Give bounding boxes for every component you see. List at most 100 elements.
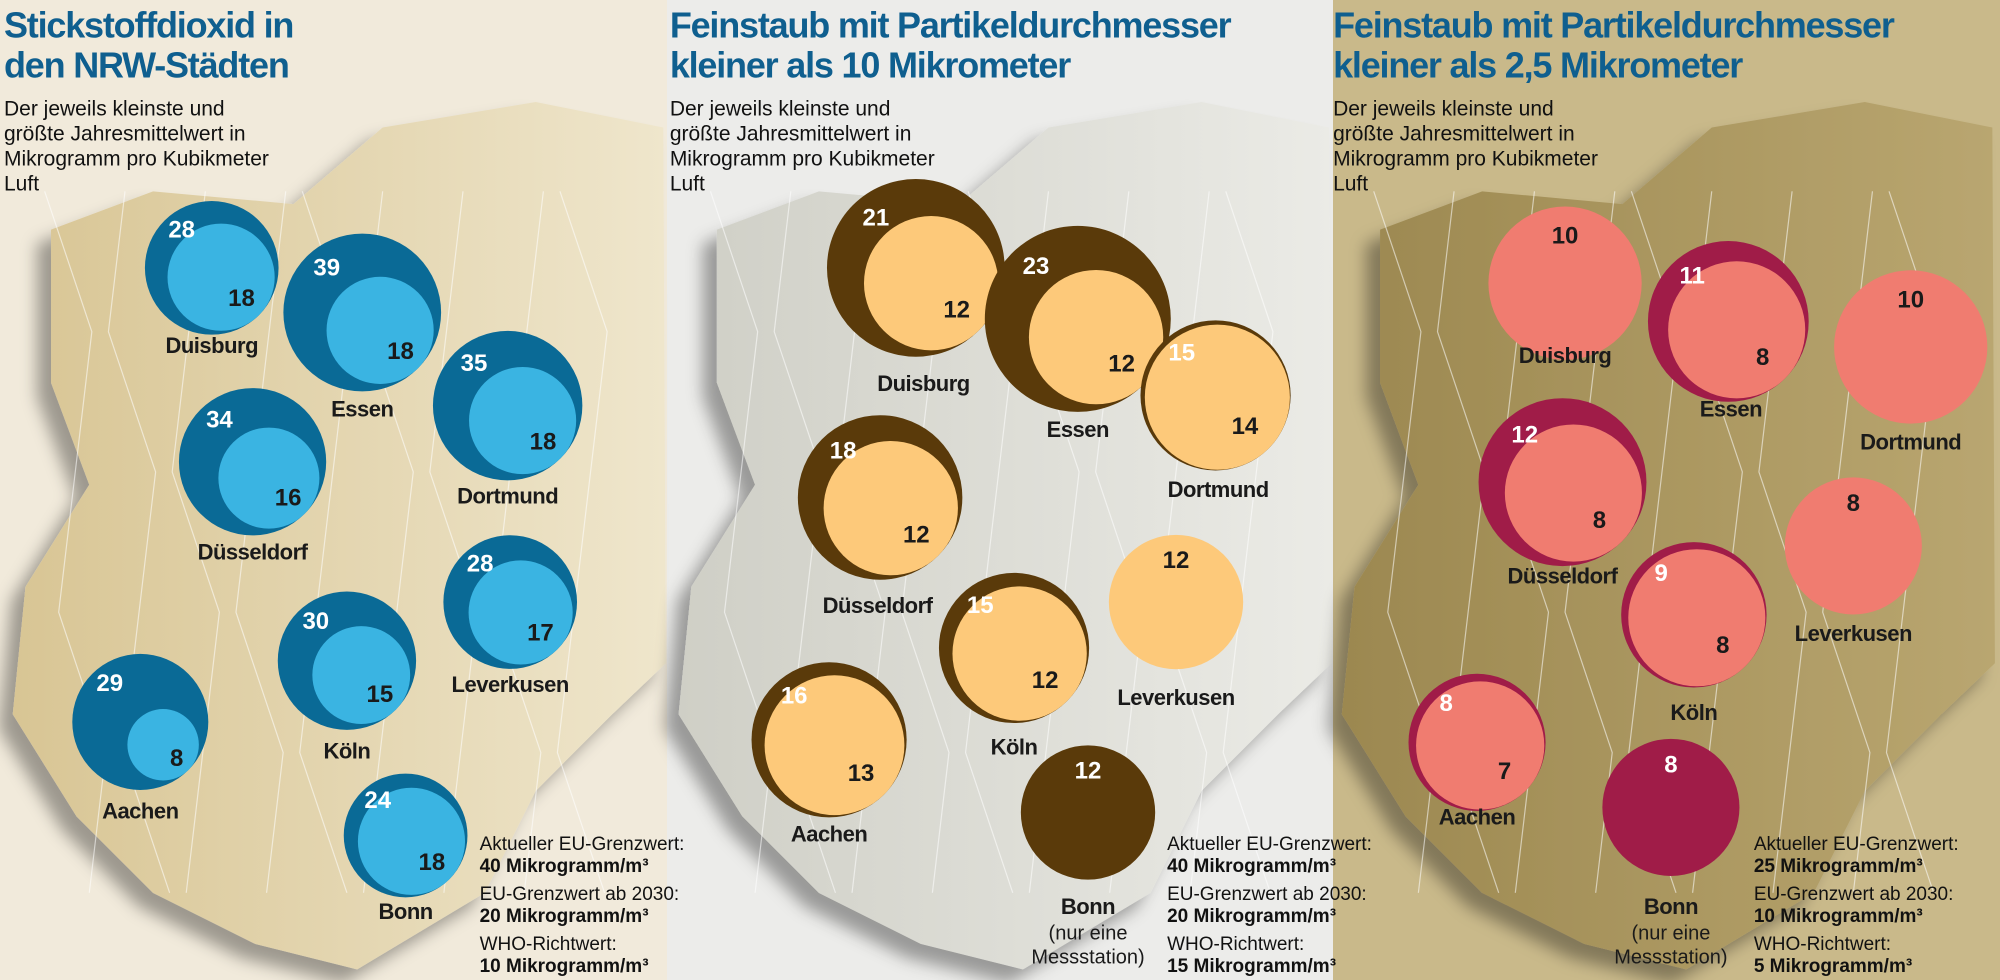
city-label: Dortmund [1860,430,1961,455]
bubble-min [1108,534,1244,670]
limit-value: 20 Mikrogramm/m³ [480,906,649,927]
panel-title: kleiner als 2,5 Mikrometer [1333,45,1743,86]
value-label-min: 12 [943,297,970,324]
bubble-min [1834,270,1988,424]
limit-label: Aktueller EU-Grenzwert: [480,834,685,855]
limit-value: 25 Mikrogramm/m³ [1754,856,1923,877]
value-label-max: 15 [967,592,994,619]
limit-label: WHO-Richtwert: [480,934,617,955]
limit-label: EU-Grenzwert ab 2030: [1167,884,1367,905]
city-label: Aachen [102,798,179,823]
city-label: Köln [323,738,370,763]
value-label-min: 8 [1756,344,1769,371]
value-label-min: 14 [1232,413,1259,440]
bubble-min [1028,269,1164,405]
panel-subtitle: Der jeweils kleinste und [670,98,891,121]
panel-subtitle: größte Jahresmittelwert in [4,123,246,146]
city-label: Düsseldorf [823,593,934,618]
panel-subtitle: Luft [4,173,39,196]
value-label-max: 28 [168,216,195,243]
value-label-max: 12 [1511,421,1538,448]
limit-label: EU-Grenzwert ab 2030: [480,884,680,905]
bubble-max [1602,738,1740,876]
panel-title: den NRW-Städten [4,45,289,86]
bubble-min [127,709,199,781]
limit-value: 10 Mikrogramm/m³ [1754,906,1923,927]
city-label: Essen [331,397,393,422]
bubble-min [823,440,958,576]
city-label: Leverkusen [1117,685,1234,710]
bubble-min [952,586,1087,721]
value-label-min: 18 [530,428,557,455]
city-label: Düsseldorf [198,539,309,564]
value-label-min: 18 [418,849,445,876]
bubble-min [764,675,905,816]
value-label-max: 24 [364,787,391,814]
limit-value: 5 Mikrogramm/m³ [1754,956,1912,977]
bubble-min [167,223,275,331]
panel-title: kleiner als 10 Mikrometer [670,45,1071,86]
limit-label: EU-Grenzwert ab 2030: [1754,884,1954,905]
city-label: Duisburg [877,371,970,396]
value-label-max: 8 [1664,752,1677,779]
value-label-max: 23 [1023,253,1050,280]
city-label: Dortmund [457,483,558,508]
value-label-min: 16 [275,485,302,512]
value-label-min: 12 [1163,547,1190,574]
city-label: Duisburg [165,333,258,358]
city-note: (nur eine [1631,922,1710,944]
city-label: Dortmund [1168,477,1269,502]
value-label-max: 39 [313,254,340,281]
limit-label: Aktueller EU-Grenzwert: [1754,834,1959,855]
value-label-min: 8 [1716,632,1729,659]
border-line [556,191,608,894]
limit-value: 20 Mikrogramm/m³ [1167,906,1336,927]
city-label: Aachen [1439,805,1516,830]
city-label: Bonn [1644,894,1698,919]
panel-title: Feinstaub mit Partikeldurchmesser [670,5,1232,46]
city-label: Köln [991,735,1038,760]
panel-title: Stickstoffdioxid in [4,5,293,46]
bubble-max [1020,745,1156,880]
value-label-max: 9 [1654,560,1667,587]
value-label-min: 12 [1108,351,1135,378]
bubble-min [312,626,411,724]
border-line [235,191,287,893]
bubble-min [218,427,320,529]
limit-value: 15 Mikrogramm/m³ [1167,956,1336,977]
city-note: Messstation) [1031,946,1144,968]
city-note: (nur eine [1049,922,1128,944]
panel-subtitle: Luft [1333,173,1368,196]
bubble-min [469,366,577,475]
bubble-min [1144,324,1290,470]
bubble-min [1668,261,1806,399]
value-label-min: 8 [170,745,183,772]
city-label: Bonn [379,899,433,924]
value-label-max: 29 [96,670,123,697]
bubble-min [326,276,434,384]
value-label-min: 13 [848,760,875,787]
bubble-min [863,216,999,351]
panel-subtitle: größte Jahresmittelwert in [670,123,912,146]
city-note: Messstation) [1614,946,1727,968]
limit-label: Aktueller EU-Grenzwert: [1167,834,1372,855]
value-label-min: 18 [228,285,255,312]
bubble-min [1416,681,1545,810]
value-label-min: 7 [1498,758,1511,785]
border-line [1222,191,1274,894]
panel-subtitle: Der jeweils kleinste und [1333,98,1554,121]
value-label-min: 10 [1552,223,1579,250]
value-label-max: 35 [461,350,488,377]
value-label-min: 12 [903,522,930,549]
value-label-max: 16 [781,682,808,709]
panel-title: Feinstaub mit Partikeldurchmesser [1333,5,1895,46]
bubble-min [357,787,466,895]
value-label-max: 30 [302,608,329,635]
value-label-min: 12 [1032,667,1059,694]
value-label-max: 18 [830,438,857,465]
limit-value: 10 Mikrogramm/m³ [480,956,649,977]
city-label: Duisburg [1519,343,1612,368]
bubble-min [1628,549,1766,687]
limit-value: 40 Mikrogramm/m³ [480,856,649,877]
